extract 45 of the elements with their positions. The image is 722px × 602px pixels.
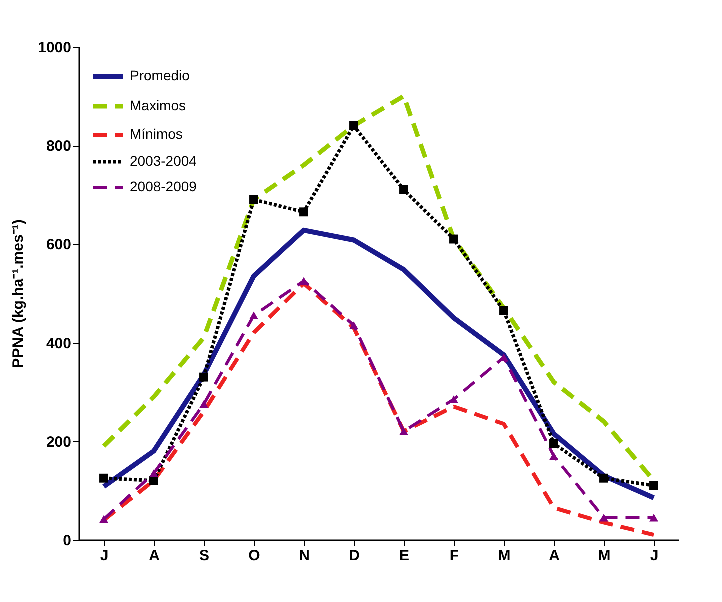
- legend-label: Maximos: [130, 98, 186, 114]
- x-tick-label: E: [399, 548, 410, 564]
- point: [450, 396, 458, 404]
- x-tick-label: O: [248, 548, 261, 564]
- x-tick-label: F: [450, 548, 460, 564]
- point: [550, 452, 558, 460]
- x-tick-label: J: [100, 548, 109, 564]
- y-tick-label: 0: [63, 532, 72, 550]
- x-tick-label: M: [498, 548, 511, 564]
- x-tick-label: M: [598, 548, 611, 564]
- point: [150, 470, 158, 478]
- point: [100, 515, 108, 524]
- y-tick-label: 600: [46, 236, 72, 254]
- legend-label: Mínimos: [130, 126, 183, 142]
- point: [450, 234, 458, 244]
- x-tick-label: J: [650, 548, 659, 564]
- point: [300, 208, 308, 217]
- point: [250, 195, 258, 204]
- point: [500, 306, 508, 316]
- point: [250, 312, 258, 320]
- point: [650, 514, 658, 522]
- legend-label: Promedio: [130, 68, 190, 84]
- legend-label: 2008-2009: [130, 178, 198, 194]
- y-tick-label: 400: [46, 335, 72, 352]
- point: [350, 121, 358, 130]
- point: [550, 439, 558, 448]
- point: [200, 372, 208, 382]
- point: [600, 474, 608, 483]
- x-tick-label: A: [549, 548, 560, 564]
- point: [400, 428, 408, 436]
- point: [400, 186, 408, 194]
- y-tick-label: 1000: [38, 40, 72, 56]
- point: [600, 514, 608, 522]
- y-axis-title: PPNA (kg.ha⁻¹.mes⁻¹): [10, 220, 28, 368]
- y-tick-label: 800: [46, 138, 72, 156]
- legend-label: 2003-2004: [130, 153, 198, 169]
- x-tick-label: D: [349, 548, 360, 564]
- point: [350, 322, 358, 330]
- x-tick-label: A: [149, 548, 160, 564]
- x-tick-label: N: [299, 548, 310, 564]
- y-tick-label: 200: [46, 434, 72, 451]
- point: [650, 481, 658, 490]
- x-tick-label: S: [199, 548, 210, 564]
- point: [100, 474, 108, 483]
- point: [200, 400, 208, 408]
